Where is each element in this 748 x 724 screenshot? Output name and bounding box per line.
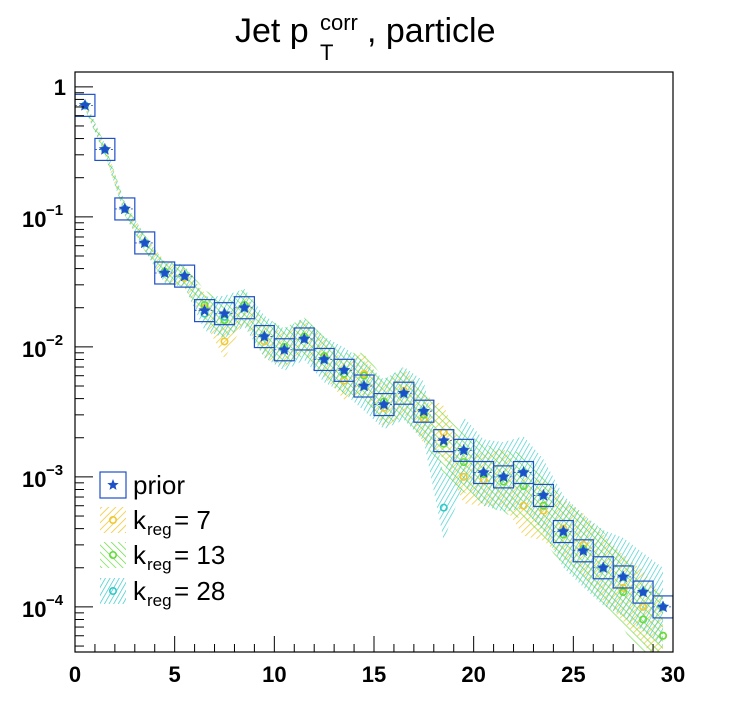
title-tail: , particle: [367, 12, 496, 50]
band-1-point: [519, 501, 528, 510]
prior-point: [596, 561, 610, 574]
x-tick-label: 30: [661, 662, 685, 687]
prior-point: [477, 465, 490, 478]
prior-point: [178, 269, 191, 282]
prior-point: [78, 98, 92, 111]
band-2-point: [539, 501, 548, 510]
legend-band-swatch: [100, 542, 126, 568]
legend-band-swatch: [100, 507, 126, 533]
y-tick-exponent: −3: [46, 462, 63, 479]
legend-band-label-tail: = 13: [174, 540, 225, 570]
y-tick-label: 10: [22, 207, 46, 232]
prior-point: [537, 488, 550, 501]
y-tick-label: 1: [54, 75, 66, 100]
band-2-point: [360, 371, 369, 380]
band-1-point: [459, 472, 468, 481]
prior-point: [138, 236, 152, 249]
chart-title: Jet p corr T , particle: [235, 10, 496, 65]
x-tick-label: 20: [461, 662, 485, 687]
band-2-point: [459, 458, 468, 467]
prior-point: [656, 600, 670, 613]
title-superscript: corr: [320, 10, 358, 35]
y-tick-label: 10: [22, 337, 46, 362]
y-tick-label: 10: [22, 467, 46, 492]
legend-band-label-tail: = 7: [174, 505, 211, 535]
y-tick-exponent: −1: [46, 202, 63, 219]
band-3-point: [439, 503, 448, 512]
legend-band-label: k: [133, 540, 147, 570]
legend-band-label-tail: = 28: [174, 576, 225, 606]
legend-band-label: k: [133, 576, 147, 606]
legend-band-marker: [109, 550, 118, 559]
x-tick-label: 15: [362, 662, 386, 687]
band-2-point: [519, 482, 528, 491]
legend-band-label-sub: reg: [147, 555, 172, 574]
prior-point: [557, 524, 570, 537]
title-subscript: T: [320, 40, 333, 65]
x-axis: 0 5 10 15 20 25 30: [69, 636, 685, 687]
band-1-point: [639, 602, 648, 611]
band-1-point: [220, 337, 229, 346]
prior-point: [297, 332, 311, 345]
band-2-point: [639, 615, 648, 624]
prior-point: [337, 363, 351, 376]
prior-point: [277, 343, 291, 356]
x-tick-label: 10: [262, 662, 286, 687]
band-2-point: [659, 631, 668, 640]
x-tick-label: 25: [561, 662, 585, 687]
prior-point: [198, 303, 211, 317]
prior-point: [258, 329, 271, 342]
y-tick-label: 10: [22, 597, 46, 622]
band-1-point: [539, 506, 548, 515]
prior-box: [75, 93, 96, 117]
band-3: [84, 101, 664, 647]
prior-point: [517, 465, 530, 478]
prior-point: [238, 301, 251, 314]
prior-point: [158, 266, 172, 279]
legend-band-marker: [109, 586, 118, 595]
prior-point: [357, 379, 371, 392]
band-2-point: [619, 588, 628, 597]
legend-prior-label: prior: [133, 470, 185, 500]
legend-band-swatch: [100, 578, 126, 604]
y-tick-exponent: −2: [46, 332, 63, 349]
prior-point: [636, 585, 650, 598]
prior-point: [397, 386, 411, 399]
x-tick-label: 5: [169, 662, 181, 687]
legend-band-label: k: [133, 505, 147, 535]
prior-point: [457, 443, 471, 456]
prior-point: [576, 544, 590, 557]
title-main: Jet p: [235, 12, 309, 50]
prior-point: [437, 433, 451, 447]
prior-point: [616, 570, 630, 583]
prior-point: [98, 142, 112, 155]
y-tick-exponent: −4: [46, 592, 64, 609]
prior-point: [417, 404, 431, 417]
prior-series: [75, 93, 673, 619]
y-axis: 110−110−210−310−4: [22, 75, 93, 647]
prior-point: [118, 202, 132, 215]
prior-point: [317, 352, 331, 365]
prior-point: [218, 307, 231, 320]
prior-point: [497, 470, 510, 483]
x-tick-label: 0: [69, 662, 81, 687]
legend-band-label-sub: reg: [147, 520, 172, 539]
legend-band-marker: [109, 515, 118, 524]
band-2-point: [220, 316, 229, 325]
legend-prior-box: [99, 471, 127, 499]
legend-prior-marker: [107, 479, 119, 490]
prior-point: [377, 397, 391, 410]
legend-band-label-sub: reg: [147, 591, 172, 610]
